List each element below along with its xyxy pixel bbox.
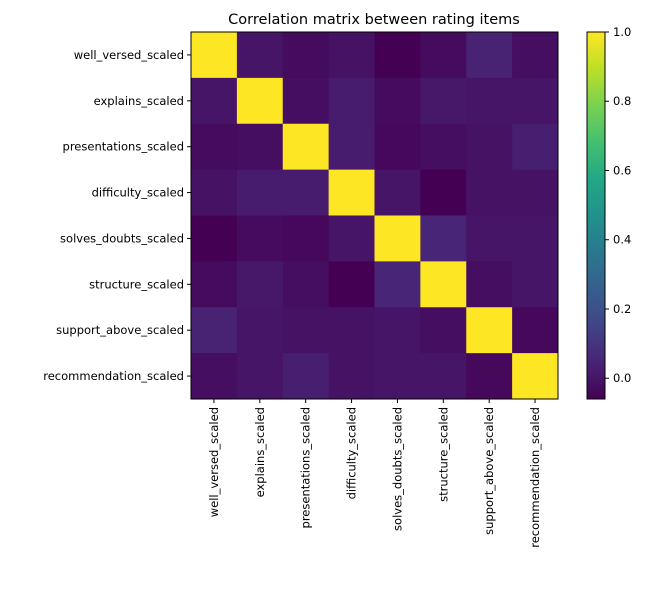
y-tick-label: well_versed_scaled (74, 48, 184, 62)
heatmap-cell (328, 77, 375, 125)
heatmap-cell (236, 123, 284, 171)
heatmap-cell (466, 169, 513, 216)
heatmap-cell (420, 215, 467, 262)
heatmap-cell (328, 261, 375, 308)
heatmap-cell (282, 307, 330, 354)
heatmap-frame (190, 31, 559, 400)
heatmap-cell (374, 261, 421, 308)
heatmap-cell (374, 123, 421, 171)
heatmap-cell (236, 261, 284, 308)
heatmap-cell (420, 123, 467, 171)
x-tick-label: difficulty_scaled (345, 407, 359, 499)
heatmap-cell (191, 32, 238, 79)
x-axis-ticks: well_versed_scaled explains_scaled present… (207, 399, 542, 548)
heatmap-cell (512, 77, 559, 125)
heatmap-cell (328, 169, 375, 216)
heatmap-cell (374, 77, 421, 125)
heatmap-cell (374, 169, 421, 216)
heatmap-cell (236, 215, 284, 262)
heatmap-cell (236, 32, 284, 79)
heatmap-cell (374, 215, 421, 262)
x-tick-label: presentations_scaled (299, 407, 313, 528)
heatmap-cell (328, 353, 375, 400)
y-tick-label: presentations_scaled (63, 140, 184, 154)
colorbar-tick-label: 0.0 (613, 371, 631, 385)
y-tick-label: support_above_scaled (56, 323, 184, 337)
heatmap-cell (282, 169, 330, 216)
y-tick-label: recommendation_scaled (43, 369, 184, 383)
heatmap-cell (236, 77, 284, 125)
x-tick-label: explains_scaled (253, 407, 267, 497)
chart-title: Correlation matrix between rating items (228, 12, 520, 28)
heatmap-cell (512, 353, 559, 400)
heatmap-cell (374, 353, 421, 400)
heatmap-cell (282, 261, 330, 308)
heatmap-cell (466, 77, 513, 125)
heatmap-cell (191, 307, 238, 354)
colorbar-tick-label: 0.2 (613, 302, 631, 316)
heatmap-cell (512, 169, 559, 216)
heatmap-cell (374, 32, 421, 79)
colorbar-tick-label: 0.4 (613, 233, 631, 247)
heatmap-cell (512, 123, 559, 171)
colorbar-tick-label: 0.6 (613, 163, 631, 177)
x-tick-label: support_above_scaled (482, 407, 496, 535)
heatmap-cell (420, 261, 467, 308)
x-tick-label: recommendation_scaled (528, 407, 542, 548)
heatmap-cell (236, 169, 284, 216)
heatmap-cell (328, 123, 375, 171)
heatmap-cell (466, 32, 513, 79)
heatmap-cell (512, 32, 559, 79)
heatmap-cell (191, 123, 238, 171)
heatmap-cell (420, 169, 467, 216)
heatmap-cell (236, 353, 284, 400)
heatmap-cell (512, 215, 559, 262)
heatmap-cell (374, 307, 421, 354)
heatmap-cell (282, 77, 330, 125)
colorbar-frame (586, 31, 606, 400)
y-axis-ticks: well_versed_scaled explains_scaledpresent… (43, 48, 191, 383)
heatmap-cell (420, 353, 467, 400)
heatmap-cell (191, 77, 238, 125)
heatmap-cell (466, 353, 513, 400)
heatmap-cell (282, 215, 330, 262)
heatmap-cell (191, 353, 238, 400)
heatmap-cell (512, 307, 559, 354)
heatmap-cell (328, 215, 375, 262)
heatmap-cell (282, 353, 330, 400)
heatmap-cell (282, 123, 330, 171)
heatmap-cell (328, 307, 375, 354)
y-tick-label: difficulty_scaled (92, 186, 184, 200)
heatmap-cell (328, 32, 375, 79)
colorbar-tick-label: 1.0 (613, 25, 631, 39)
heatmap-cell (420, 77, 467, 125)
heatmap-cell (420, 307, 467, 354)
y-tick-label: structure_scaled (89, 277, 184, 291)
heatmap-cell (191, 215, 238, 262)
x-tick-label: solves_doubts_scaled (390, 407, 404, 531)
heatmap-cell (420, 32, 467, 79)
colorbar-tick-label: 0.8 (613, 94, 631, 108)
heatmap-cell (236, 307, 284, 354)
heatmap-cell (191, 169, 238, 216)
heatmap-cell (466, 261, 513, 308)
heatmap-cells (191, 32, 559, 400)
heatmap-cell (466, 215, 513, 262)
heatmap-cell (466, 123, 513, 171)
heatmap-cell (282, 32, 330, 79)
heatmap-cell (191, 261, 238, 308)
colorbar (587, 32, 605, 399)
x-tick-label: well_versed_scaled (207, 407, 221, 517)
heatmap-cell (466, 307, 513, 354)
colorbar-ticks: 0.0 0.2 0.4 0.6 0.8 1.0 (605, 25, 631, 385)
y-tick-label: explains_scaled (94, 94, 184, 108)
y-tick-label: solves_doubts_scaled (60, 231, 184, 245)
x-tick-label: structure_scaled (436, 407, 450, 502)
heatmap-cell (512, 261, 559, 308)
